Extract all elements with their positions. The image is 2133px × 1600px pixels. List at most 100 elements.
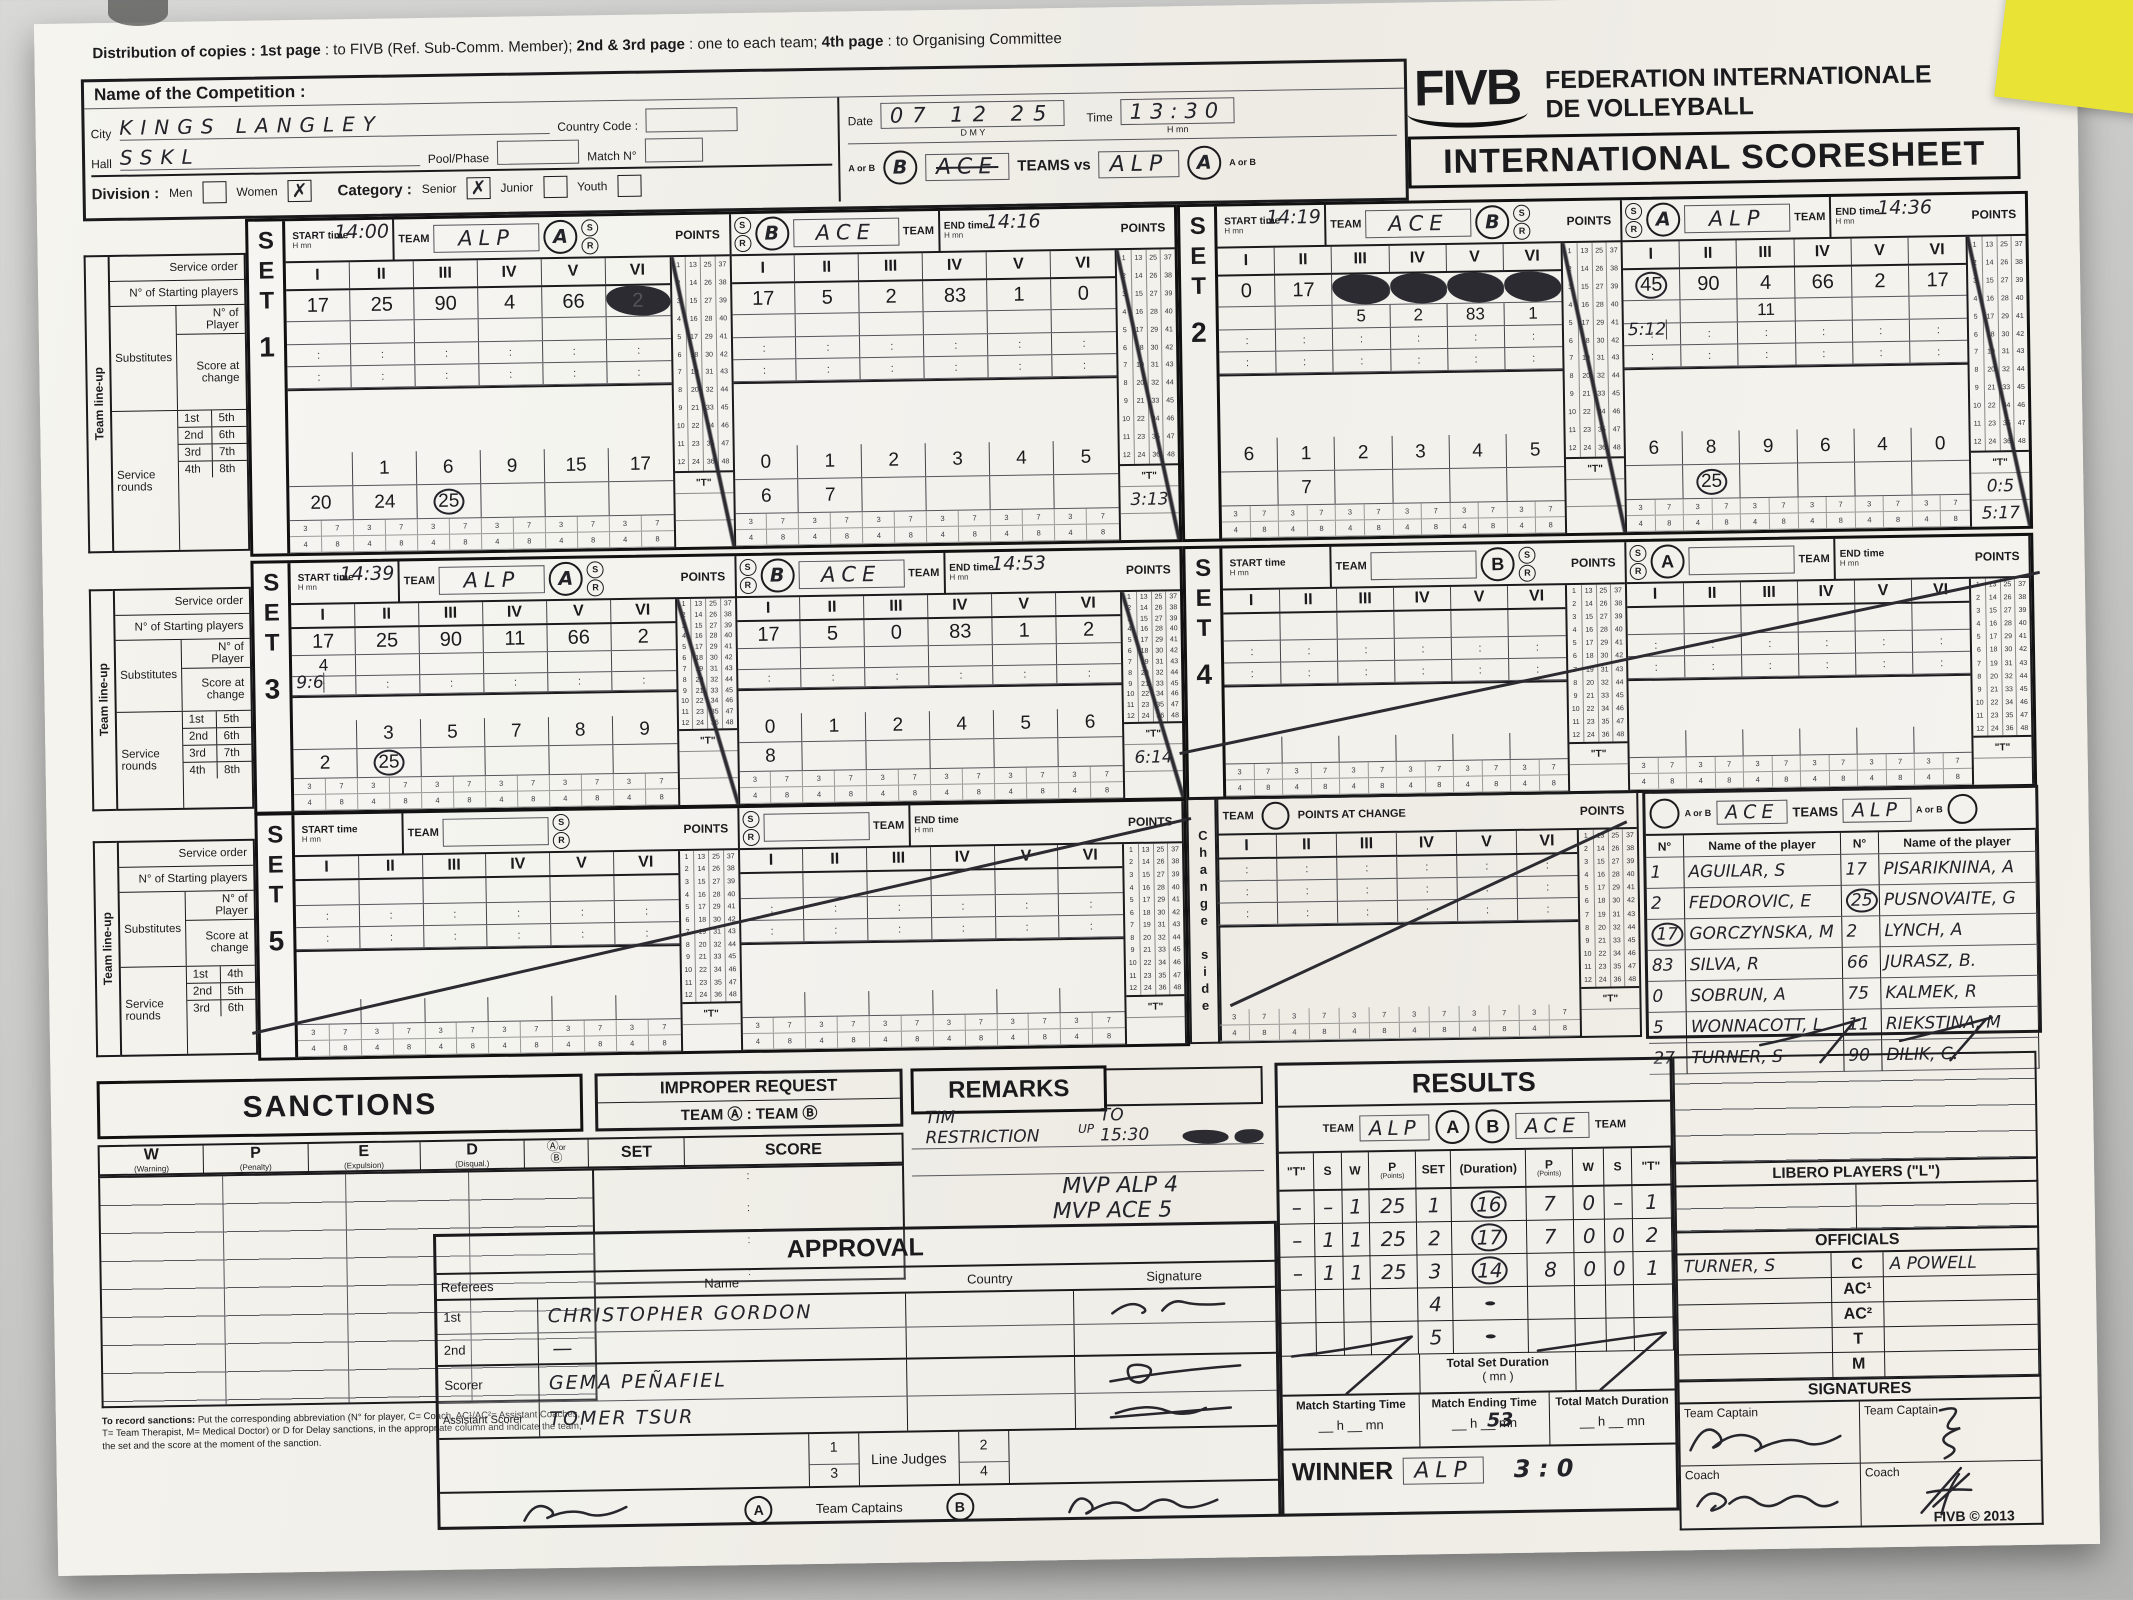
cell xyxy=(1282,735,1340,763)
cell: 7 xyxy=(1715,756,1744,772)
cell xyxy=(990,475,1055,510)
cell xyxy=(1218,306,1277,330)
cell: : xyxy=(1937,345,1941,358)
cell: 4 xyxy=(1339,778,1369,794)
cell xyxy=(867,871,932,897)
cell: : xyxy=(1397,855,1458,878)
timeout-score xyxy=(674,492,734,521)
points-label: POINTS xyxy=(675,227,720,243)
cell: 3 xyxy=(735,513,768,530)
cell: SILVA, R xyxy=(1685,947,1844,982)
cell: 16 xyxy=(1451,1187,1527,1223)
cell: 9 xyxy=(480,449,545,484)
points-label: POINTS xyxy=(1971,207,2017,222)
cell: : xyxy=(1939,634,1943,647)
penalty-sub: (Penalty) xyxy=(239,1162,272,1173)
cell: V xyxy=(1446,244,1504,271)
set-number: 4 xyxy=(1196,658,1213,690)
score-at-change-value: 9:6 xyxy=(296,672,325,694)
cell: 7 xyxy=(659,776,664,786)
fivb-logo-text: FIVB xyxy=(1413,58,1521,117)
cell xyxy=(1449,468,1508,502)
cell: 6 xyxy=(416,450,481,485)
cell xyxy=(1223,613,1281,641)
cell: IV xyxy=(928,594,993,618)
cell: 8 xyxy=(959,526,992,542)
scorer-name: GEMA PEÑAFIEL xyxy=(538,1359,908,1402)
cell xyxy=(421,747,486,777)
cell xyxy=(350,320,415,344)
cell: 4 xyxy=(357,793,391,810)
team-lineup-vertical-label: Team line-up xyxy=(88,588,117,812)
points-tally: 1 2 3 4 5 6 7 8 9 10 11 12 13 14 15 16 17 18 19 20 21 22 23 24 2… xyxy=(674,598,738,806)
timeout-label: "T" xyxy=(1124,721,1183,745)
cell: : xyxy=(1277,901,1339,924)
cell xyxy=(1054,474,1118,508)
cell: : xyxy=(1799,653,1857,676)
cell: 8 xyxy=(774,1033,807,1049)
set-word: SET xyxy=(257,569,286,660)
cell xyxy=(1740,463,1799,498)
cell: 3 xyxy=(933,1014,966,1031)
footer-copyright: FIVB © 2013 xyxy=(1933,1507,2015,1525)
set-word: SET xyxy=(1189,554,1218,646)
blank-grid xyxy=(1672,1050,2039,1165)
cell xyxy=(1741,605,1799,633)
referees-label: Referees xyxy=(440,1278,494,1295)
tally-column: 37 38 39 40 41 42 43 44 45 46 47 48 xyxy=(2014,241,2026,445)
cell: 4 xyxy=(489,1037,522,1054)
cell: 5 xyxy=(800,620,866,648)
cell xyxy=(478,318,543,342)
referee-1-signature xyxy=(1111,1299,1226,1315)
cell: 17 xyxy=(291,628,356,656)
cell xyxy=(1389,272,1448,304)
match-starting-time-value: __ h __ mn xyxy=(1318,1417,1384,1434)
cell: 24 xyxy=(353,485,418,520)
points-tally: 1 2 3 4 5 6 7 8 9 10 11 12 13 14 15 16 17 18 19 20 21 22 23 24 2… xyxy=(669,256,734,548)
cell: 3 xyxy=(552,1020,585,1037)
round-label: 3rd xyxy=(187,1000,222,1017)
junior-label: Junior xyxy=(500,180,534,195)
signature-cell: Coach xyxy=(1861,1461,2042,1526)
cell xyxy=(930,739,995,769)
cell: 4 xyxy=(1221,522,1251,538)
cell: 4 xyxy=(545,532,578,549)
cell: 3 xyxy=(1507,501,1537,518)
cell: : xyxy=(1940,656,1944,669)
substitutes-label: Substitutes xyxy=(115,639,183,712)
cell: : xyxy=(551,923,616,946)
cell: 4 xyxy=(1857,770,1887,786)
cell: 0 xyxy=(864,619,930,647)
cell: 2 xyxy=(605,285,671,317)
tally-column: 37 38 39 40 41 42 43 44 45 46 47 48 xyxy=(1609,247,1621,451)
points-label: POINTS xyxy=(1120,220,1166,236)
cell xyxy=(932,989,998,1015)
signature-cell: Team Captain xyxy=(1679,1401,1861,1467)
timeout-score xyxy=(679,777,738,806)
cell xyxy=(486,877,551,903)
fivb-org-line2: DE VOLLEYBALL xyxy=(1545,92,1755,124)
cell: 3 xyxy=(867,769,900,786)
aorb-label: A or B xyxy=(1684,807,1712,818)
cell: 4 xyxy=(739,787,772,804)
cell: I xyxy=(736,597,801,621)
cell: 4 xyxy=(425,1038,458,1055)
official-role-m: M xyxy=(1833,1352,1886,1379)
team-name: ACE xyxy=(797,559,905,590)
cell: 8 xyxy=(1884,511,1913,528)
cell: : xyxy=(351,365,416,388)
cell: : xyxy=(487,924,552,947)
cell: 4 xyxy=(549,790,582,807)
cell: 8 xyxy=(385,535,419,551)
signature-cell: Coach xyxy=(1680,1463,1862,1529)
cell: 4 xyxy=(353,535,387,552)
cell xyxy=(739,873,804,899)
cell: 9 xyxy=(1739,429,1798,464)
cell: 4 xyxy=(742,1033,775,1050)
cell: 6 xyxy=(1220,437,1279,472)
round-label: 8th xyxy=(219,463,236,476)
